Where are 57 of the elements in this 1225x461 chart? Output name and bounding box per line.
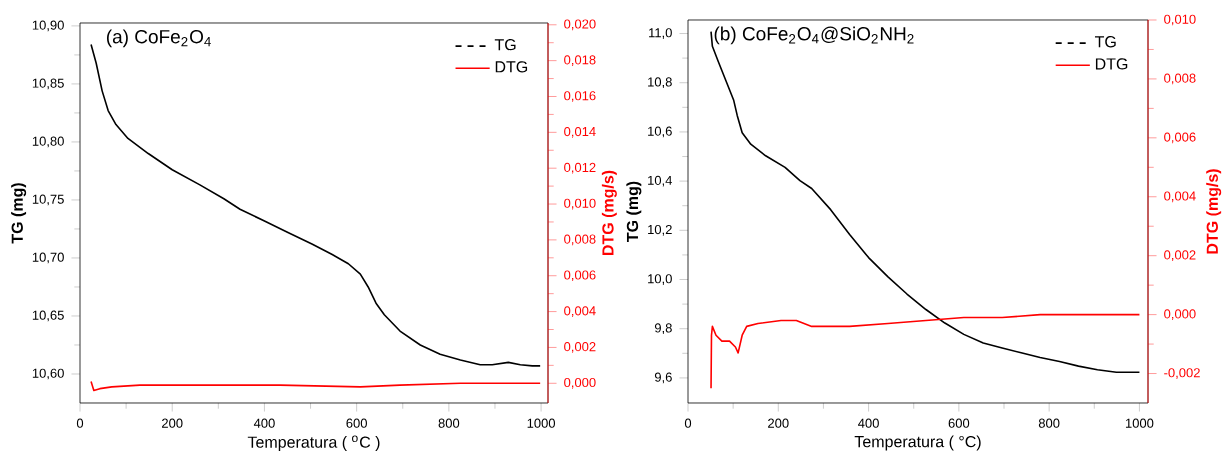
y2-tick-label: 0,020 <box>564 19 596 31</box>
y2-tick-label: -0,002 <box>1164 368 1200 379</box>
y2-tick-label: 0,008 <box>564 234 596 246</box>
y2-tick-label: 0,000 <box>564 377 596 389</box>
y-axis-title: TG (mg) <box>626 181 642 242</box>
legend-label: TG <box>1094 36 1116 48</box>
y2-tick-label: 0,008 <box>1164 73 1196 85</box>
x-tick-label: 1000 <box>1125 418 1154 428</box>
y2-tick-label: 0,006 <box>564 270 596 282</box>
y2-axis-title: DTG (mg/s) <box>601 170 617 256</box>
x-tick-label: 800 <box>1038 418 1060 428</box>
y-tick-label: 10,8 <box>648 77 672 89</box>
y2-tick-label: 0,018 <box>564 55 596 67</box>
chart-title: (a) CoFe$_{2}$O$_{4}$ <box>106 29 211 48</box>
chart-title: (b) CoFe$_{2}$O$_{4}$@SiO$_{2}$NH$_{2}$ <box>714 26 914 45</box>
y2-tick-label: 0,002 <box>564 342 596 353</box>
x-axis-title: Temperatura ( $^{o}$C ) <box>247 435 380 451</box>
y2-tick-label: 0,012 <box>564 162 596 174</box>
y-tick-label: 10,75 <box>32 194 64 206</box>
x-axis-title: Temperatura ( °C) <box>854 435 981 451</box>
legend-label: DTG <box>495 61 528 73</box>
y-tick-label: 10,4 <box>648 175 673 187</box>
x-tick-label: 200 <box>768 418 789 428</box>
y-axis-title: TG (mg) <box>11 183 27 244</box>
y2-tick-label: 0,014 <box>564 126 596 138</box>
y2-tick-label: 0,000 <box>1164 309 1196 320</box>
y-tick-label: 10,65 <box>32 310 64 322</box>
legend-label: TG <box>494 39 516 51</box>
x-tick-label: 0 <box>684 418 692 428</box>
y2-axis-title: DTG (mg/s) <box>1206 169 1222 254</box>
y-tick-label: 9,8 <box>654 323 672 335</box>
x-tick-label: 200 <box>162 418 183 428</box>
y2-tick-label: 0,010 <box>564 198 596 210</box>
legend-label: DTG <box>1095 58 1128 70</box>
y-tick-label: 9,6 <box>654 372 672 384</box>
x-tick-label: 0 <box>76 418 84 428</box>
y2-tick-label: 0,006 <box>1164 132 1196 144</box>
y2-tick-label: 0,004 <box>1164 191 1196 203</box>
y-tick-label: 10,70 <box>32 252 64 264</box>
x-tick-label: 800 <box>438 418 460 428</box>
x-tick-label: 400 <box>253 418 275 428</box>
x-tick-label: 600 <box>346 418 367 428</box>
y-tick-label: 11,0 <box>649 28 672 39</box>
y-tick-label: 10,90 <box>32 20 64 32</box>
y-tick-label: 10,6 <box>648 126 672 138</box>
y2-tick-label: 0,002 <box>1164 250 1196 262</box>
x-tick-label: 1000 <box>527 418 556 428</box>
y2-tick-label: 0,016 <box>564 91 596 102</box>
x-tick-label: 400 <box>858 418 879 428</box>
y-tick-label: 10,85 <box>32 78 64 90</box>
y-tick-label: 10,60 <box>32 368 64 380</box>
x-tick-label: 600 <box>948 418 970 428</box>
y-tick-label: 10,0 <box>648 274 672 285</box>
y2-tick-label: 0,004 <box>564 306 596 317</box>
y-tick-label: 10,2 <box>648 224 672 236</box>
y2-tick-label: 0,010 <box>1164 14 1196 26</box>
y-tick-label: 10,80 <box>32 136 64 148</box>
